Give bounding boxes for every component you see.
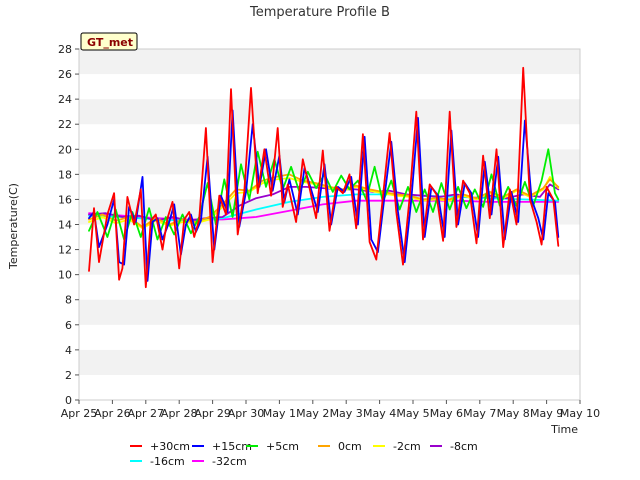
y-tick-label: 10: [58, 269, 72, 282]
x-tick-label: May 5: [396, 407, 429, 420]
y-tick-label: 20: [58, 143, 72, 156]
x-tick-label: Apr 29: [194, 407, 231, 420]
legend-label: +30cm: [150, 440, 190, 453]
legend-label: +5cm: [266, 440, 299, 453]
grid-band: [79, 74, 580, 100]
grid-band: [79, 274, 580, 300]
x-tick-label: May 4: [363, 407, 396, 420]
y-tick-label: 26: [58, 68, 72, 81]
grid-band: [79, 349, 580, 375]
x-tick-label: Apr 28: [161, 407, 198, 420]
legend-label: 0cm: [338, 440, 362, 453]
x-tick-label: Apr 27: [128, 407, 165, 420]
y-tick-label: 0: [65, 394, 72, 407]
y-axis-title: Temperature(C): [7, 183, 20, 270]
site-badge-label: GT_met: [87, 36, 133, 49]
y-tick-label: 28: [58, 43, 72, 56]
legend-label: -2cm: [393, 440, 421, 453]
legend-label: +15cm: [212, 440, 252, 453]
legend-label: -32cm: [212, 455, 247, 468]
site-badge-box: [80, 32, 138, 51]
x-tick-label: Apr 30: [228, 407, 265, 420]
grid-band: [79, 324, 580, 350]
series-line-+30cm: [88, 66, 560, 289]
y-tick-label: 14: [58, 219, 72, 232]
grid-band: [79, 99, 580, 125]
grid-band: [79, 149, 580, 175]
y-tick-label: 12: [58, 244, 72, 257]
y-tick-label: 2: [65, 369, 72, 382]
legend-label: -8cm: [450, 440, 478, 453]
grid-band: [79, 299, 580, 325]
y-tick-label: 8: [65, 294, 72, 307]
x-tick-label: Apr 25: [61, 407, 98, 420]
x-tick-label: May 9: [530, 407, 563, 420]
y-tick-label: 16: [58, 193, 72, 206]
site-badge: GT_met: [80, 32, 138, 51]
legend-label: -16cm: [150, 455, 185, 468]
legend: +30cm +15cm +5cm 0cm -2cm -8cm -16cm -32cm: [130, 440, 478, 468]
grid-band: [79, 49, 580, 75]
grid-band: [79, 124, 580, 150]
series-line-+15cm: [88, 109, 560, 282]
series-layer: [88, 66, 560, 289]
x-tick-label: May 2: [296, 407, 329, 420]
x-tick-label: May 6: [430, 407, 463, 420]
x-tick-label: May 7: [463, 407, 496, 420]
x-axis-title: Time: [550, 423, 578, 436]
x-tick-label: May 10: [560, 407, 600, 420]
chart-title: Temperature Profile B: [249, 5, 390, 20]
y-tick-label: 6: [65, 319, 72, 332]
y-tick-label: 18: [58, 168, 72, 181]
x-tick-label: Apr 26: [94, 407, 131, 420]
grid-band: [79, 374, 580, 400]
y-tick-label: 4: [65, 344, 72, 357]
y-tick-label: 22: [58, 118, 72, 131]
x-tick-label: May 8: [497, 407, 530, 420]
grid-band: [79, 249, 580, 275]
x-tick-label: May 1: [263, 407, 296, 420]
y-tick-label: 24: [58, 93, 72, 106]
x-tick-label: May 3: [330, 407, 363, 420]
